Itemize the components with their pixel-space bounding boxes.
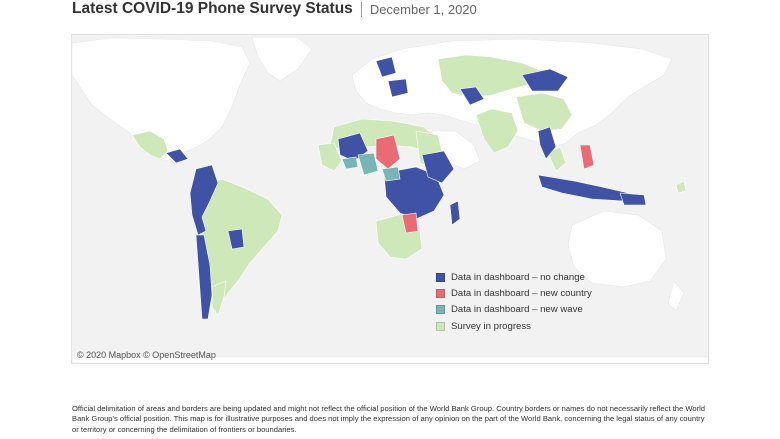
land-greenland: [251, 36, 313, 82]
disclaimer-paragraph: Official delimitation of areas and borde…: [72, 404, 706, 434]
country-ukraine-region[interactable]: [387, 78, 409, 98]
country-poland-region[interactable]: [375, 56, 397, 78]
legend-swatch: [436, 321, 445, 331]
world-map[interactable]: Data in dashboard – no change Data in da…: [71, 34, 709, 364]
legend-item-new-wave[interactable]: Data in dashboard – new wave: [436, 302, 592, 318]
country-west-africa[interactable]: [317, 142, 343, 172]
country-southeast-asia[interactable]: [547, 146, 567, 172]
legend-swatch: [436, 305, 445, 315]
base-land: [72, 36, 708, 363]
legend-item-new-country[interactable]: Data in dashboard – new country: [436, 285, 592, 301]
country-philippines[interactable]: [579, 144, 595, 170]
country-east-africa[interactable]: [421, 150, 455, 184]
country-chile[interactable]: [195, 234, 213, 320]
country-papua[interactable]: [619, 192, 647, 206]
country-iran-region[interactable]: [459, 86, 485, 106]
disclaimer-text: Official delimitation of areas and borde…: [72, 404, 712, 435]
land-antarctica: [72, 356, 708, 363]
legend-label: Data in dashboard – new country: [451, 288, 592, 300]
legend-label: Data in dashboard – new wave: [451, 304, 583, 316]
country-colombia-peru[interactable]: [189, 164, 219, 236]
land-north-america: [72, 37, 251, 162]
country-ethiopia[interactable]: [381, 166, 401, 182]
map-legend: Data in dashboard – no change Data in da…: [436, 269, 592, 335]
country-argentina[interactable]: [211, 280, 227, 316]
country-central-africa[interactable]: [383, 166, 445, 220]
legend-swatch: [436, 272, 445, 282]
map-attribution[interactable]: © 2020 Mapbox © OpenStreetMap: [77, 350, 216, 360]
map-canvas[interactable]: [72, 35, 708, 363]
legend-item-survey-in-progress[interactable]: Survey in progress: [436, 318, 592, 334]
country-russia-central-asia[interactable]: [437, 54, 543, 98]
dashboard-header: Latest COVID-19 Phone Survey Status Dece…: [72, 0, 477, 19]
country-bolivia-paraguay[interactable]: [227, 228, 245, 250]
legend-item-no-change[interactable]: Data in dashboard – no change: [436, 269, 592, 285]
land-australia: [567, 210, 667, 288]
country-south-asia[interactable]: [475, 108, 519, 154]
status-date: December 1, 2020: [369, 1, 477, 17]
country-west-africa-wave[interactable]: [341, 156, 359, 170]
country-chad[interactable]: [375, 134, 401, 170]
legend-swatch: [436, 289, 445, 299]
region-new-country: [375, 134, 595, 234]
legend-label: Data in dashboard – no change: [451, 271, 585, 283]
country-mongolia[interactable]: [521, 68, 569, 92]
page-title: Latest COVID-19 Phone Survey Status: [72, 0, 353, 17]
country-indonesia[interactable]: [537, 174, 629, 202]
region-no-change: [165, 56, 647, 320]
country-nigeria[interactable]: [357, 152, 379, 176]
country-pacific-islands[interactable]: [675, 180, 687, 194]
legend-label: Survey in progress: [451, 320, 531, 332]
title-divider: [360, 1, 362, 17]
region-new-wave: [341, 152, 401, 182]
country-zimbabwe[interactable]: [401, 212, 419, 234]
country-china[interactable]: [515, 92, 573, 132]
country-madagascar[interactable]: [449, 200, 461, 226]
land-new-zealand: [667, 280, 685, 312]
country-mexico[interactable]: [131, 130, 169, 160]
country-honduras-region[interactable]: [165, 148, 189, 164]
country-myanmar-thailand[interactable]: [537, 126, 557, 160]
